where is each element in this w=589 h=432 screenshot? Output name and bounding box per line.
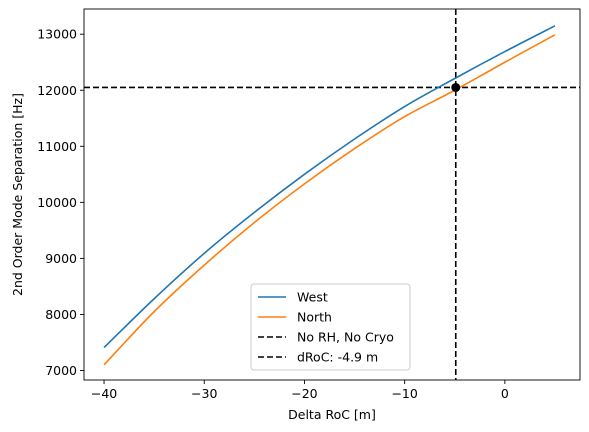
x-tick-label: −30: [191, 386, 217, 401]
y-axis-label: 2nd Order Mode Separation [Hz]: [10, 93, 25, 296]
y-tick-label: 7000: [45, 363, 77, 378]
series-line-north: [103, 34, 556, 366]
x-tick-label: −10: [391, 386, 417, 401]
series-line-west: [103, 25, 556, 349]
y-tick-label: 10000: [37, 195, 77, 210]
legend-box: [250, 283, 411, 371]
intersection-marker: [451, 82, 461, 92]
x-tick-label: −40: [91, 386, 117, 401]
y-tick-label: 9000: [45, 251, 77, 266]
x-axis-label: Delta RoC [m]: [288, 407, 376, 422]
ticks-layer: −40 −30 −20 −10 0 7000 8000 9000 10000 11000 12000…: [37, 27, 509, 401]
reference-lines: [84, 9, 580, 380]
legend: West North No RH, No Cryo dRoC: -4.9 m: [250, 283, 411, 371]
x-tick-label: −20: [291, 386, 317, 401]
marker-layer: [451, 82, 461, 92]
legend-label: West: [297, 290, 328, 305]
y-tick-label: 11000: [37, 139, 77, 154]
y-tick-label: 12000: [37, 83, 77, 98]
legend-label: North: [297, 310, 332, 325]
x-tick-label: 0: [501, 386, 509, 401]
legend-label: dRoC: -4.9 m: [297, 350, 378, 365]
y-tick-label: 8000: [45, 307, 77, 322]
plot-frame: [83, 8, 581, 381]
series-lines: [103, 25, 556, 366]
y-tick-label: 13000: [37, 27, 77, 42]
legend-label: No RH, No Cryo: [297, 330, 394, 345]
